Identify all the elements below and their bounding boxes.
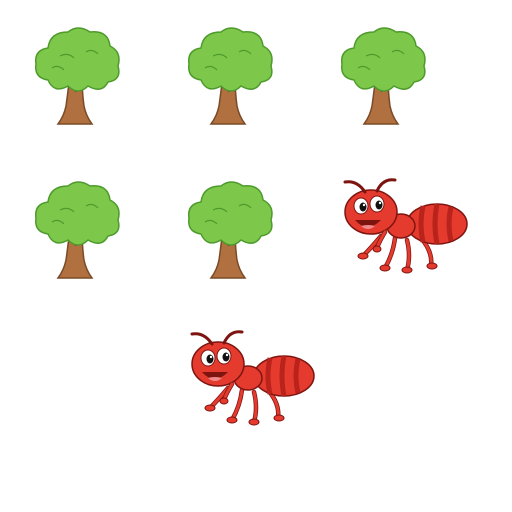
ant-icon [182,328,316,428]
ant-1 [335,176,469,276]
tree-5 [183,176,275,282]
ant-2 [182,328,316,428]
tree-1 [30,22,122,128]
tree-icon [35,181,120,279]
ant-icon [335,176,469,276]
tree-3 [336,22,428,128]
tree-icon [188,27,273,125]
tree-icon [35,27,120,125]
tree-4 [30,176,122,282]
tree-2 [183,22,275,128]
tree-icon [341,27,426,125]
tree-icon [188,181,273,279]
